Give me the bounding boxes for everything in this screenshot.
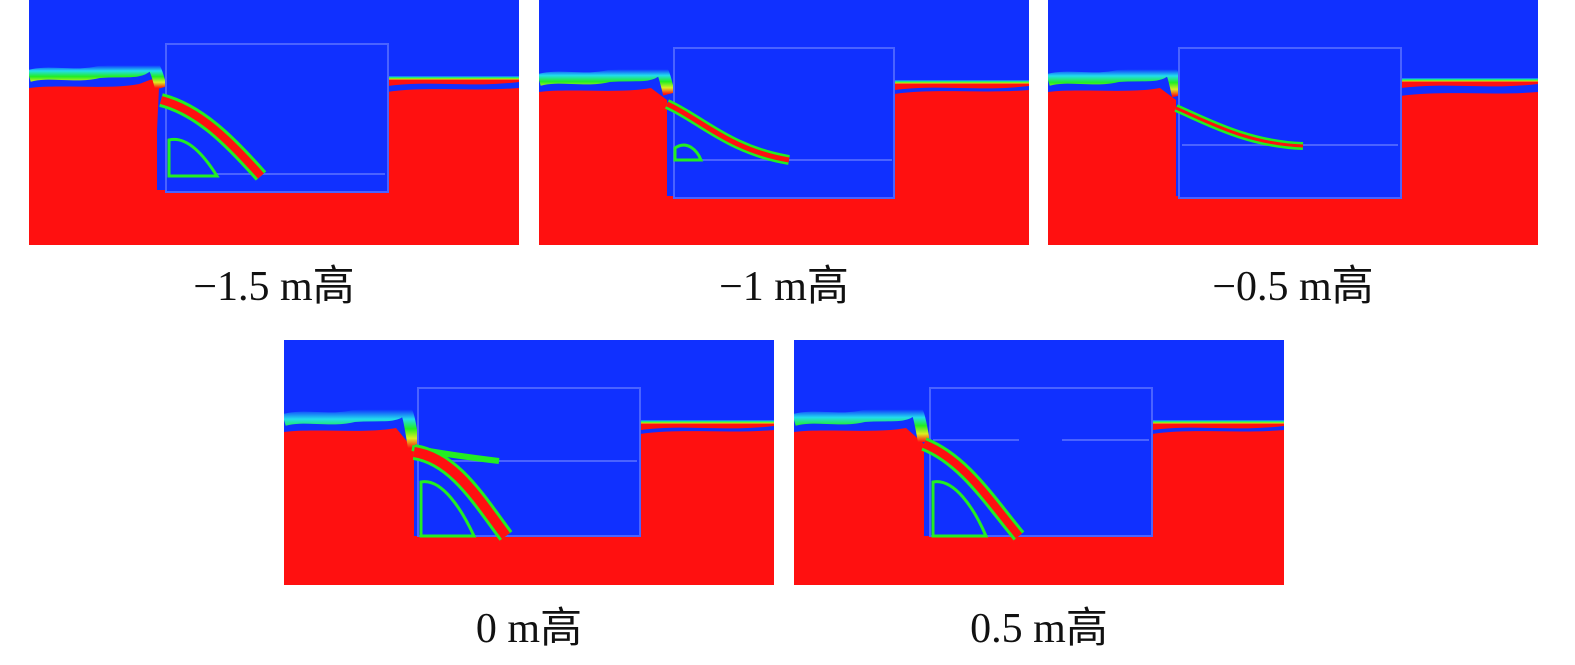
panel-2-caption: −1 m高 [719,264,849,310]
phase-field-plot [794,340,1284,585]
panel-3-caption: −0.5 m高 [1212,264,1374,310]
simulation-panel-5 [794,340,1284,585]
phase-field-plot [1048,0,1538,245]
simulation-panel-2 [539,0,1029,245]
simulation-panel-3 [1048,0,1538,245]
simulation-panel-4 [284,340,774,585]
phase-field-plot [29,0,519,245]
panel-4-caption: 0 m高 [475,606,583,652]
panel-5-caption: 0.5 m高 [970,606,1108,652]
phase-field-plot [539,0,1029,245]
panel-1-caption: −1.5 m高 [193,264,355,310]
simulation-panel-1 [29,0,519,245]
phase-field-plot [284,340,774,585]
